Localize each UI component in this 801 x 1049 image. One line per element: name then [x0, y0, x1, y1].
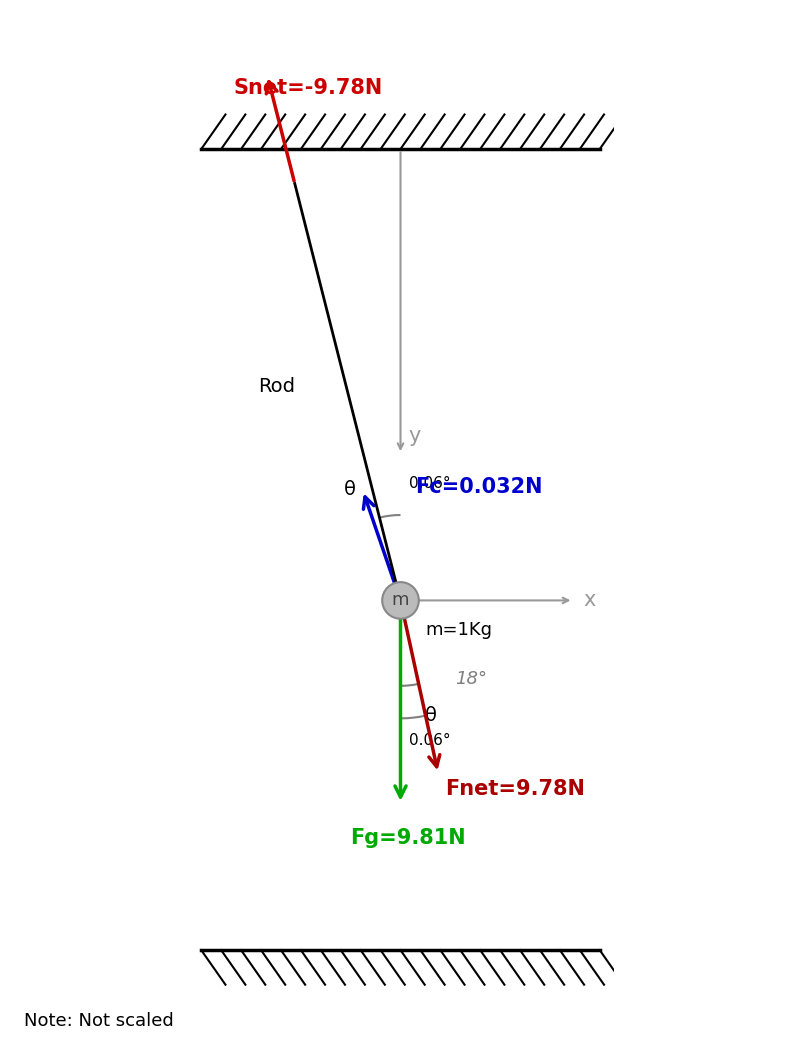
Text: x: x: [583, 591, 596, 611]
Text: Snet=-9.78N: Snet=-9.78N: [234, 78, 383, 98]
Text: 18°: 18°: [456, 669, 487, 687]
Text: Fnet=9.78N: Fnet=9.78N: [445, 779, 585, 799]
Text: Note: Not scaled: Note: Not scaled: [24, 1012, 174, 1030]
Text: Fg=9.81N: Fg=9.81N: [350, 828, 465, 849]
Circle shape: [382, 582, 419, 619]
Text: m=1Kg: m=1Kg: [425, 621, 492, 639]
Text: Rod: Rod: [258, 378, 295, 397]
Text: θ: θ: [344, 479, 356, 498]
Text: θ: θ: [425, 706, 437, 725]
Text: y: y: [409, 426, 421, 446]
Text: Fc=0.032N: Fc=0.032N: [415, 476, 542, 496]
Text: 0.06°: 0.06°: [409, 732, 450, 748]
Text: 0.06°: 0.06°: [409, 475, 450, 491]
Text: m: m: [392, 592, 409, 609]
